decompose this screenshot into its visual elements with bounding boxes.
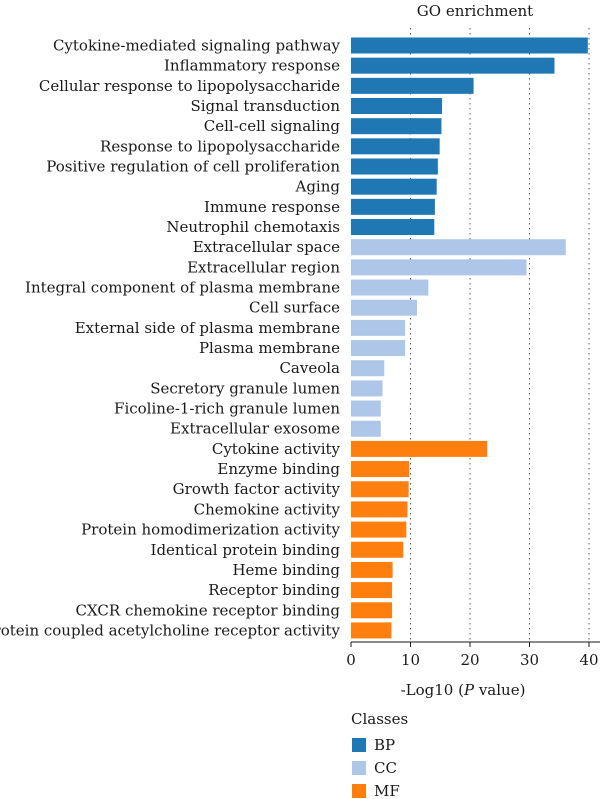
category-label-18: Secretory granule lumen	[150, 379, 340, 397]
bar-29	[351, 602, 393, 619]
category-label-2: Inflammatory response	[164, 57, 340, 75]
bar-27	[351, 561, 393, 578]
bar-19	[351, 400, 381, 417]
bar-14	[351, 299, 418, 316]
x-tick-label-20: 20	[460, 651, 479, 669]
bar-26	[351, 541, 404, 558]
category-label-19: Ficoline-1-rich granule lumen	[114, 400, 340, 418]
category-label-16: Plasma membrane	[199, 339, 340, 357]
bar-25	[351, 521, 407, 538]
bar-13	[351, 279, 429, 296]
bar-12	[351, 259, 527, 276]
category-label-28: Receptor binding	[208, 581, 340, 599]
bar-6	[351, 138, 440, 155]
legend-swatch-mf	[352, 784, 366, 798]
bar-18	[351, 380, 383, 397]
x-tick-label-10: 10	[401, 651, 420, 669]
category-label-12: Extracellular region	[187, 258, 340, 276]
bar-10	[351, 219, 435, 236]
category-label-15: External side of plasma membrane	[75, 319, 340, 337]
bar-8	[351, 178, 437, 195]
category-label-7: Positive regulation of cell proliferatio…	[46, 158, 340, 176]
category-label-22: Enzyme binding	[217, 460, 340, 478]
bar-3	[351, 77, 474, 94]
category-label-8: Aging	[295, 178, 341, 196]
x-axis-ticks: 0 10 20 30 40	[346, 642, 599, 669]
x-axis-label: -Log10 (P value)	[401, 681, 526, 699]
x-axis-label-italic: P	[463, 681, 475, 699]
legend-label-bp: BP	[374, 736, 395, 754]
chart-title: GO enrichment	[417, 2, 533, 20]
category-label-17: Caveola	[279, 359, 340, 377]
category-label-30: G-protein coupled acetylcholine receptor…	[0, 621, 341, 639]
category-label-14: Cell surface	[249, 299, 340, 317]
bar-24	[351, 501, 408, 518]
category-label-27: Heme binding	[232, 561, 340, 579]
legend: BP CC MF	[352, 736, 400, 799]
category-label-11: Extracellular space	[193, 238, 340, 256]
bar-5	[351, 118, 442, 135]
legend-title: Classes	[351, 710, 408, 728]
x-tick-label-30: 30	[520, 651, 539, 669]
category-label-9: Immune response	[204, 198, 340, 216]
legend-label-mf: MF	[374, 782, 400, 799]
bar-7	[351, 158, 438, 175]
category-label-3: Cellular response to lipopolysaccharide	[39, 77, 340, 95]
legend-swatch-cc	[352, 761, 366, 775]
bar-21	[351, 440, 488, 457]
legend-swatch-bp	[352, 738, 366, 752]
bars	[351, 37, 588, 639]
category-labels: Cytokine-mediated signaling pathway Infla…	[0, 37, 341, 640]
category-label-1: Cytokine-mediated signaling pathway	[53, 37, 341, 55]
x-tick-label-40: 40	[579, 651, 598, 669]
category-label-20: Extracellular exosome	[170, 420, 340, 438]
category-label-25: Protein homodimerization activity	[81, 521, 340, 539]
bar-30	[351, 622, 392, 639]
bar-23	[351, 481, 409, 498]
bar-2	[351, 57, 555, 74]
bar-4	[351, 98, 443, 115]
x-tick-label-0: 0	[346, 651, 356, 669]
bar-1	[351, 37, 588, 54]
bar-20	[351, 420, 381, 437]
bar-22	[351, 461, 410, 478]
bar-28	[351, 582, 393, 599]
category-label-4: Signal transduction	[190, 97, 340, 115]
bar-11	[351, 239, 566, 256]
x-axis-label-suffix: value)	[474, 681, 525, 699]
bar-17	[351, 360, 385, 377]
category-label-6: Response to lipopolysaccharide	[100, 137, 340, 155]
category-label-5: Cell-cell signaling	[204, 117, 341, 135]
category-label-23: Growth factor activity	[173, 480, 341, 498]
category-label-10: Neutrophil chemotaxis	[166, 218, 340, 236]
category-label-21: Cytokine activity	[212, 440, 341, 458]
legend-label-cc: CC	[374, 759, 397, 777]
category-label-24: Chemokine activity	[194, 500, 341, 518]
category-label-13: Integral component of plasma membrane	[25, 279, 340, 297]
x-axis-label-prefix: -Log10 (	[401, 681, 464, 699]
category-label-26: Identical protein binding	[151, 541, 341, 559]
bar-9	[351, 198, 435, 215]
bar-16	[351, 340, 406, 357]
category-label-29: CXCR chemokine receptor binding	[76, 601, 341, 619]
bar-15	[351, 319, 406, 336]
